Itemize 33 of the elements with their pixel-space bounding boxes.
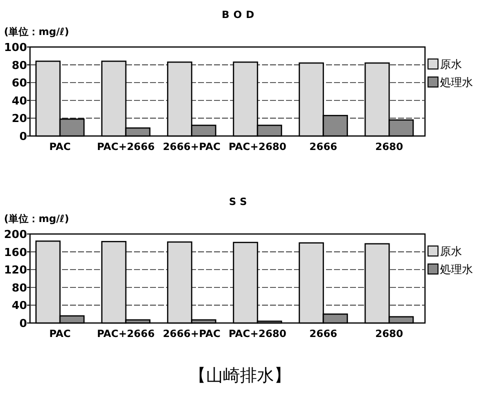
y-axis-title: (単位：mg/ℓ) [4,26,70,38]
legend-label: 処理水 [440,76,473,89]
y-tick-label: 20 [12,112,28,126]
x-tick-label: 2666 [309,329,338,340]
chart-title: BOD [222,10,258,21]
x-tick-label: 2666+PAC [162,142,221,153]
text: 【山崎排水】 [189,366,291,386]
x-tick-label: 2666 [309,142,338,153]
x-tick-label: PAC+2666 [96,142,155,153]
x-tick-label: PAC [49,142,71,153]
y-tick-label: 200 [4,228,28,241]
y-tick-label: 0 [19,130,28,143]
y-tick-label: 80 [12,58,28,72]
legend-label: 原水 [440,58,462,71]
x-tick-label: 2680 [375,329,404,340]
y-tick-label: 100 [4,41,28,54]
x-tick-label: 2666+PAC [162,329,221,340]
y-tick-label: 60 [12,76,28,90]
chart-title: SS [229,197,251,208]
y-tick-label: 0 [19,317,28,330]
x-tick-label: PAC+2666 [96,329,155,340]
legend-label: 原水 [440,245,462,258]
y-axis-title: (単位：mg/ℓ) [4,213,70,225]
x-tick-label: PAC+2680 [228,329,286,340]
x-tick-label: PAC [49,329,71,340]
y-tick-label: 80 [12,281,28,294]
y-tick-label: 120 [4,264,28,277]
y-tick-label: 40 [12,94,28,108]
x-tick-label: PAC+2680 [228,142,286,153]
y-tick-label: 160 [4,246,28,259]
y-tick-label: 40 [12,299,28,312]
legend-label: 処理水 [440,263,473,276]
x-tick-label: 2680 [375,142,404,153]
